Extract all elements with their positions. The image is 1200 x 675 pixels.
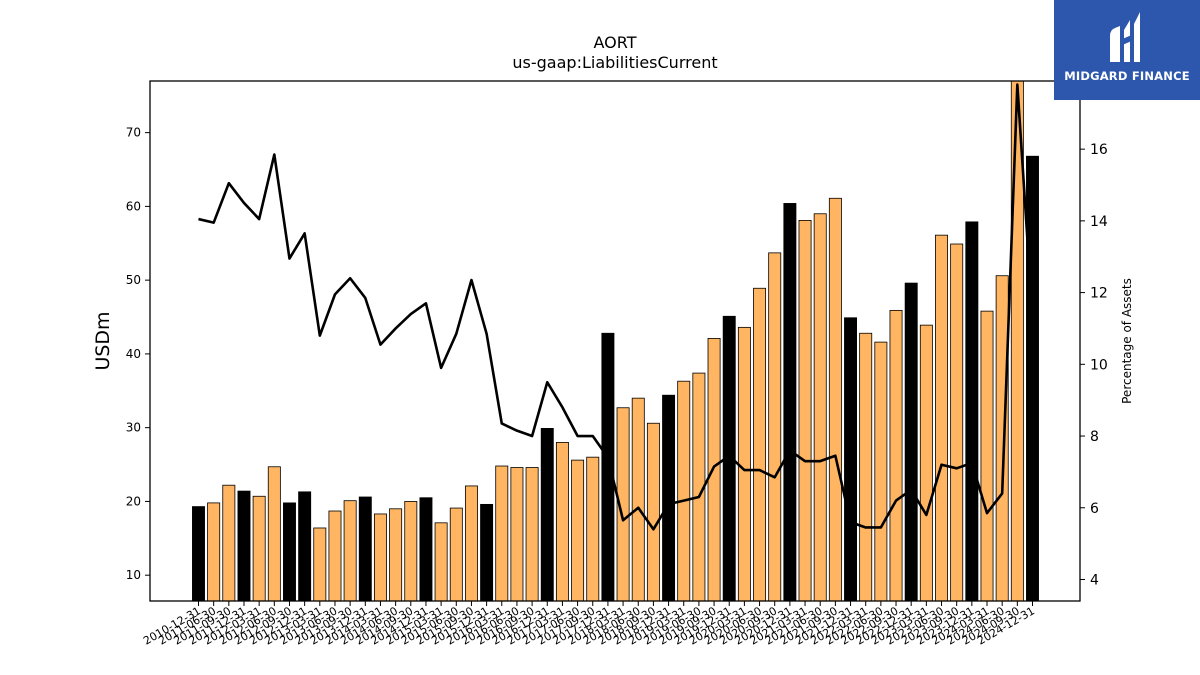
bar <box>950 243 964 602</box>
y-tick-label: 50 <box>126 273 141 287</box>
bar <box>389 508 403 602</box>
bar <box>495 465 509 602</box>
bar <box>919 324 933 602</box>
bar <box>874 341 888 602</box>
x-axis: 2010-12-312011-06-302011-09-302011-12-31… <box>141 601 1037 648</box>
bar <box>783 203 797 602</box>
bars-layer <box>192 80 1039 602</box>
bar <box>813 213 827 602</box>
bar <box>510 467 524 602</box>
y-tick-label: 30 <box>126 421 141 435</box>
bar <box>646 422 660 602</box>
bar <box>555 442 569 602</box>
bar <box>419 497 433 602</box>
plot-frame <box>149 80 1081 602</box>
bar <box>449 507 463 602</box>
bar <box>328 510 342 602</box>
bar <box>965 221 979 602</box>
bar <box>828 197 842 602</box>
bar <box>677 380 691 602</box>
bar <box>222 484 236 602</box>
bar <box>343 500 357 602</box>
chart-subtitle: us-gaap:LiabilitiesCurrent <box>512 53 717 72</box>
percent-of-assets-line <box>198 83 1034 531</box>
bar <box>480 503 494 602</box>
bar <box>904 282 918 602</box>
bar <box>358 496 372 602</box>
bar <box>571 459 585 602</box>
bar <box>935 234 948 602</box>
bar <box>980 310 994 602</box>
bar <box>586 456 600 602</box>
y2-tick-label: 12 <box>1090 286 1108 302</box>
bar <box>1026 155 1039 602</box>
bar <box>753 287 767 602</box>
y2-tick-label: 10 <box>1090 357 1108 373</box>
right-axis: 4 6 8 10 12 14 16 <box>1080 142 1108 588</box>
bar <box>707 338 721 602</box>
bar <box>313 527 327 602</box>
bar <box>737 326 751 602</box>
bar <box>252 495 266 602</box>
bar <box>631 397 645 602</box>
bar <box>798 219 812 602</box>
bar <box>662 394 676 602</box>
y2-tick-label: 4 <box>1090 572 1099 588</box>
y2-tick-label: 14 <box>1090 214 1108 230</box>
y2-axis-label: Percentage of Assets <box>1120 278 1134 404</box>
bar <box>267 466 281 602</box>
y2-tick-label: 8 <box>1090 429 1099 445</box>
bar <box>995 275 1009 602</box>
bar <box>859 332 873 602</box>
bar <box>601 332 615 602</box>
y-tick-label: 70 <box>126 126 141 140</box>
bar <box>192 506 205 602</box>
bar <box>434 522 448 602</box>
y-axis-label: USDm <box>92 311 114 370</box>
bar <box>283 502 296 602</box>
bar <box>237 490 251 602</box>
chart-title: AORT <box>594 33 637 52</box>
y-tick-label: 40 <box>126 347 141 361</box>
bar <box>844 317 857 602</box>
left-axis: 10 20 30 40 50 60 70 <box>126 126 150 582</box>
bar <box>404 501 418 602</box>
bar <box>207 502 221 602</box>
bar <box>889 309 903 602</box>
bar <box>298 491 312 602</box>
bar <box>373 513 387 602</box>
logo-mark-icon <box>1054 0 1200 100</box>
bar <box>768 252 782 602</box>
line-layer <box>198 83 1034 531</box>
y-tick-label: 10 <box>126 568 141 582</box>
bar <box>540 427 554 602</box>
y-tick-label: 20 <box>126 494 141 508</box>
y2-tick-label: 6 <box>1090 501 1099 517</box>
y2-tick-label: 16 <box>1090 142 1108 158</box>
y-tick-label: 60 <box>126 199 141 213</box>
bar <box>525 467 539 602</box>
logo-text: MIDGARD FINANCE <box>1064 69 1190 83</box>
bar <box>464 485 478 602</box>
brand-logo: MIDGARD FINANCE <box>1054 0 1200 100</box>
